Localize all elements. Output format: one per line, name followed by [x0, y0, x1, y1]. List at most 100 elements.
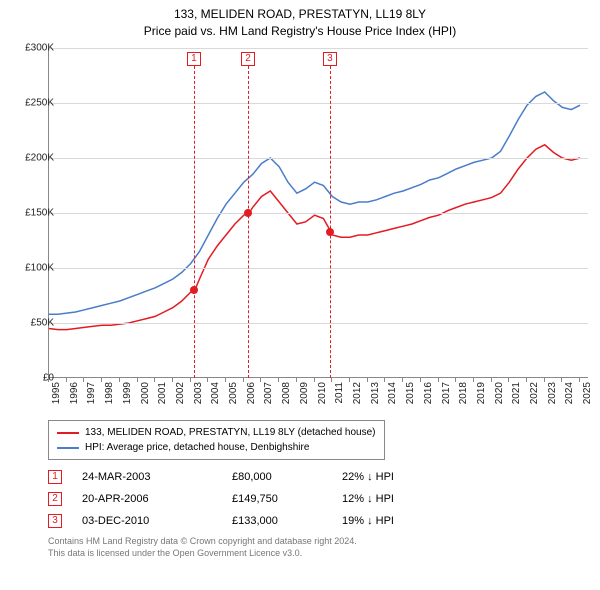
xtick-mark	[331, 378, 332, 382]
series-property	[49, 145, 580, 330]
xtick-label: 1998	[104, 382, 115, 404]
sale-marker-line	[194, 66, 195, 378]
sale-marker-box: 2	[241, 52, 255, 66]
sale-marker-box: 3	[323, 52, 337, 66]
xtick-mark	[455, 378, 456, 382]
xtick-mark	[260, 378, 261, 382]
xtick-mark	[420, 378, 421, 382]
sale-marker-dot	[326, 228, 334, 236]
xtick-label: 2017	[441, 382, 452, 404]
legend-swatch	[57, 432, 79, 434]
gridline	[49, 268, 588, 269]
xtick-mark	[119, 378, 120, 382]
xtick-mark	[207, 378, 208, 382]
xtick-label: 2018	[458, 382, 469, 404]
sales-row-date: 24-MAR-2003	[82, 471, 232, 483]
xtick-label: 2004	[210, 382, 221, 404]
legend-swatch	[57, 447, 79, 449]
xtick-mark	[137, 378, 138, 382]
sale-marker-dot	[190, 286, 198, 294]
xtick-label: 2016	[423, 382, 434, 404]
xtick-mark	[296, 378, 297, 382]
xtick-mark	[526, 378, 527, 382]
xtick-label: 1999	[122, 382, 133, 404]
xtick-mark	[154, 378, 155, 382]
xtick-mark	[349, 378, 350, 382]
sales-row-price: £80,000	[232, 471, 342, 483]
xtick-label: 2025	[582, 382, 593, 404]
xtick-label: 2003	[193, 382, 204, 404]
xtick-mark	[101, 378, 102, 382]
xtick-mark	[473, 378, 474, 382]
xtick-mark	[544, 378, 545, 382]
xtick-label: 2008	[281, 382, 292, 404]
legend-label: HPI: Average price, detached house, Denb…	[85, 440, 309, 455]
attribution-line2: This data is licensed under the Open Gov…	[48, 548, 357, 560]
xtick-label: 2019	[476, 382, 487, 404]
xtick-label: 2002	[175, 382, 186, 404]
xtick-label: 1996	[69, 382, 80, 404]
ytick-label: £50K	[10, 318, 54, 329]
gridline	[49, 158, 588, 159]
xtick-mark	[278, 378, 279, 382]
sales-row: 2 20-APR-2006£149,75012% ↓ HPI	[48, 488, 452, 510]
sales-row: 124-MAR-2003£80,00022% ↓ HPI	[48, 466, 452, 488]
ytick-label: £150K	[10, 208, 54, 219]
sales-row-marker: 2	[48, 492, 62, 506]
xtick-mark	[561, 378, 562, 382]
sales-row-marker: 3	[48, 514, 62, 528]
sales-row-marker: 1	[48, 470, 62, 484]
xtick-label: 2000	[140, 382, 151, 404]
ytick-label: £200K	[10, 153, 54, 164]
xtick-label: 2001	[157, 382, 168, 404]
attribution: Contains HM Land Registry data © Crown c…	[48, 536, 357, 559]
legend: 133, MELIDEN ROAD, PRESTATYN, LL19 8LY (…	[48, 420, 385, 460]
xtick-label: 2022	[529, 382, 540, 404]
xtick-mark	[402, 378, 403, 382]
sales-row-diff: 19% ↓ HPI	[342, 515, 452, 527]
sales-row: 3 03-DEC-2010£133,00019% ↓ HPI	[48, 510, 452, 532]
sales-row-date: 20-APR-2006	[82, 493, 232, 505]
xtick-mark	[48, 378, 49, 382]
series-hpi	[49, 92, 580, 314]
xtick-mark	[66, 378, 67, 382]
xtick-mark	[384, 378, 385, 382]
sale-marker-line	[248, 66, 249, 378]
xtick-label: 2020	[494, 382, 505, 404]
xtick-label: 2010	[317, 382, 328, 404]
xtick-label: 2021	[511, 382, 522, 404]
xtick-label: 1997	[86, 382, 97, 404]
xtick-mark	[438, 378, 439, 382]
xtick-label: 2012	[352, 382, 363, 404]
sales-row-price: £133,000	[232, 515, 342, 527]
chart-container: 133, MELIDEN ROAD, PRESTATYN, LL19 8LY P…	[0, 0, 600, 590]
xtick-mark	[225, 378, 226, 382]
xtick-mark	[83, 378, 84, 382]
xtick-label: 2006	[246, 382, 257, 404]
ytick-label: £100K	[10, 263, 54, 274]
gridline	[49, 213, 588, 214]
xtick-mark	[243, 378, 244, 382]
attribution-line1: Contains HM Land Registry data © Crown c…	[48, 536, 357, 548]
xtick-label: 2024	[564, 382, 575, 404]
xtick-label: 2014	[387, 382, 398, 404]
gridline	[49, 48, 588, 49]
xtick-label: 2015	[405, 382, 416, 404]
sales-table: 124-MAR-2003£80,00022% ↓ HPI220-APR-2006…	[48, 466, 452, 532]
legend-item: 133, MELIDEN ROAD, PRESTATYN, LL19 8LY (…	[57, 425, 376, 440]
sale-marker-box: 1	[187, 52, 201, 66]
gridline	[49, 103, 588, 104]
xtick-mark	[314, 378, 315, 382]
ytick-label: £250K	[10, 98, 54, 109]
title-block: 133, MELIDEN ROAD, PRESTATYN, LL19 8LY P…	[0, 0, 600, 40]
xtick-mark	[367, 378, 368, 382]
sale-marker-line	[330, 66, 331, 378]
xtick-label: 2023	[547, 382, 558, 404]
chart-plot-area	[48, 48, 588, 378]
xtick-label: 2009	[299, 382, 310, 404]
sales-row-date: 03-DEC-2010	[82, 515, 232, 527]
chart-subtitle: Price paid vs. HM Land Registry's House …	[0, 23, 600, 40]
sales-row-price: £149,750	[232, 493, 342, 505]
gridline	[49, 323, 588, 324]
sales-row-diff: 12% ↓ HPI	[342, 493, 452, 505]
